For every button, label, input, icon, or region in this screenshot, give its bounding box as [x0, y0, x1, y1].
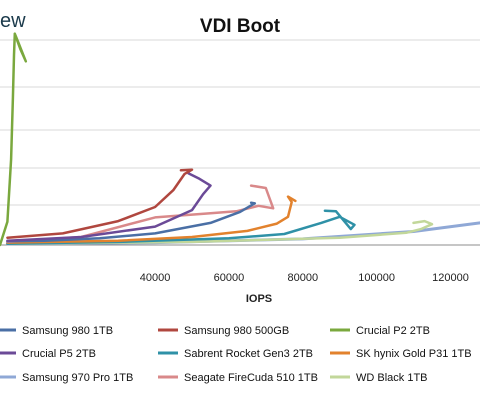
x-tick-labels: 40000 60000 80000 100000 120000	[140, 272, 469, 284]
legend-label: Samsung 970 Pro 1TB	[22, 372, 133, 384]
series-line	[0, 32, 28, 247]
series-line	[6, 172, 212, 242]
legend-label: Crucial P2 2TB	[356, 325, 430, 337]
series-line	[6, 219, 434, 246]
x-tick-label: 80000	[288, 272, 319, 284]
x-tick-label: 40000	[140, 272, 171, 284]
series-line	[6, 201, 257, 243]
legend-label: WD Black 1TB	[356, 372, 428, 384]
legend-label: Sabrent Rocket Gen3 2TB	[184, 348, 313, 360]
chart-title: VDI Boot	[200, 16, 281, 37]
legend-label: Seagate FireCuda 510 1TB	[184, 372, 318, 384]
legend-label: Samsung 980 1TB	[22, 325, 113, 337]
x-tick-label: 120000	[432, 272, 469, 284]
series-line	[6, 168, 194, 239]
series-line	[6, 209, 356, 246]
series-line	[6, 195, 297, 244]
gridlines	[0, 39, 480, 206]
series-layer	[0, 32, 480, 247]
brand-text: ew	[0, 10, 26, 32]
legend-label: Crucial P5 2TB	[22, 348, 96, 360]
legend: Samsung 980 1TB Samsung 980 500GB Crucial …	[0, 325, 472, 384]
legend-label: Samsung 980 500GB	[184, 325, 289, 337]
series-line	[6, 184, 275, 244]
x-tick-label: 100000	[358, 272, 395, 284]
x-axis-label: IOPS	[246, 293, 272, 305]
legend-label: SK hynix Gold P31 1TB	[356, 348, 472, 360]
x-tick-label: 60000	[214, 272, 245, 284]
